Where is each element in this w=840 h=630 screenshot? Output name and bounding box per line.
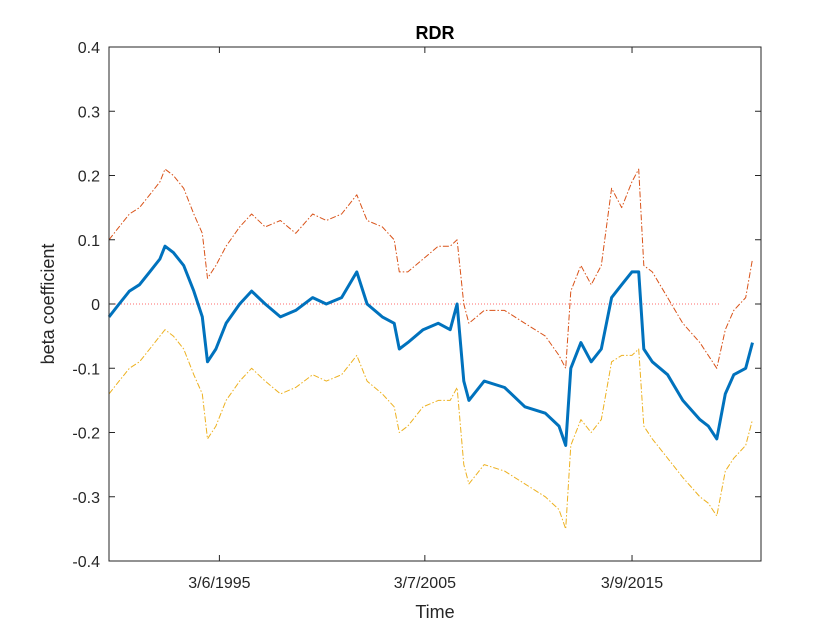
beta-series-line [107,244,754,447]
y-tick-label: 0.1 [78,233,100,250]
lower-bound-series-line [108,329,753,530]
y-tick-label: 0 [91,297,100,314]
y-tick-label: 0.3 [78,104,100,121]
chart-axes: 0.4 0.3 0.2 0.1 0 -0.1 -0.2 -0.3 -0.4 3/6/1995 3/7… [72,40,762,592]
y-tick-label: -0.2 [72,426,100,443]
chart-title: RDR [416,23,455,43]
y-tick-label: -0.3 [72,490,100,507]
y-tick-label: -0.4 [72,554,100,571]
y-axis-label: beta coefficient [38,244,58,365]
x-tick-label: 3/7/2005 [394,575,456,592]
chart-marks [107,168,754,530]
y-tick-label: 0.2 [78,169,100,186]
plot-area [109,47,761,561]
upper-bound-series-line [108,168,753,369]
x-axis-label: Time [415,602,454,622]
x-tick-label: 3/9/2015 [601,575,663,592]
y-tick-label: 0.4 [78,40,100,57]
y-tick-label: -0.1 [72,361,100,378]
x-tick-label: 3/6/1995 [188,575,250,592]
